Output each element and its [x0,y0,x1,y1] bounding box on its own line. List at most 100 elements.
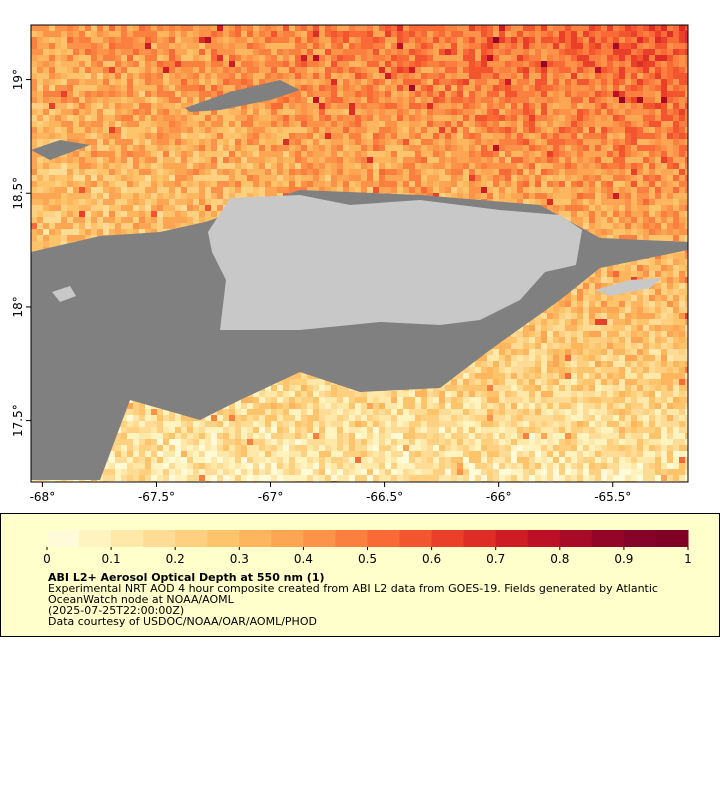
field-cell [655,205,661,211]
field-cell [463,25,469,31]
field-cell [445,55,451,61]
field-cell [103,151,109,157]
field-cell [169,205,175,211]
field-cell [265,79,271,85]
field-cell [547,175,553,181]
field-cell [235,79,241,85]
field-cell [151,73,157,79]
field-cell [595,283,601,289]
field-cell [193,31,199,37]
field-cell [175,199,181,205]
field-cell [85,25,91,31]
field-cell [451,109,457,115]
field-cell [571,175,577,181]
field-cell [565,169,571,175]
field-cell [469,115,475,121]
field-cell [619,271,625,277]
field-cell [535,91,541,97]
field-cell [97,163,103,169]
field-cell [619,235,625,241]
field-cell [493,127,499,133]
field-cell [211,121,217,127]
field-cell [331,121,337,127]
field-cell [463,79,469,85]
field-cell [679,79,685,85]
field-cell [67,187,73,193]
field-cell [607,49,613,55]
field-cell [661,151,667,157]
field-cell [127,97,133,103]
field-cell [55,229,61,235]
field-cell [181,223,187,229]
field-cell [361,103,367,109]
field-cell [559,61,565,67]
field-cell [127,211,133,217]
field-cell [685,169,688,175]
field-cell [631,265,637,271]
field-cell [157,121,163,127]
field-cell [151,79,157,85]
field-cell [487,109,493,115]
field-cell [649,55,655,61]
field-cell [373,55,379,61]
field-cell [505,181,511,187]
field-cell [439,97,445,103]
field-cell [151,61,157,67]
field-cell [673,139,679,145]
field-cell [679,127,685,133]
field-cell [313,85,319,91]
field-cell [601,181,607,187]
field-cell [67,229,73,235]
field-cell [61,31,67,37]
field-cell [523,193,529,199]
field-cell [451,139,457,145]
field-cell [283,163,289,169]
field-cell [649,109,655,115]
field-cell [271,109,277,115]
field-cell [499,157,505,163]
field-cell [427,61,433,67]
field-cell [493,133,499,139]
field-cell [253,151,259,157]
field-cell [475,67,481,73]
field-cell [355,127,361,133]
field-cell [103,139,109,145]
field-cell [643,127,649,133]
field-cell [205,73,211,79]
field-cell [499,25,505,31]
field-cell [37,25,43,31]
field-cell [175,133,181,139]
field-cell [547,145,553,151]
field-cell [547,199,553,205]
field-cell [475,25,481,31]
field-cell [589,109,595,115]
field-cell [97,37,103,43]
field-cell [253,61,259,67]
field-cell [169,55,175,61]
field-cell [163,91,169,97]
field-cell [67,181,73,187]
field-cell [517,97,523,103]
field-cell [415,73,421,79]
field-cell [607,229,613,235]
field-cell [49,43,55,49]
field-cell [649,199,655,205]
field-cell [631,67,637,73]
field-cell [55,133,61,139]
field-cell [673,151,679,157]
field-cell [577,169,583,175]
field-cell [43,61,49,67]
field-cell [361,67,367,73]
field-cell [289,187,295,193]
field-cell [187,103,193,109]
field-cell [607,25,613,31]
field-cell [187,55,193,61]
field-cell [559,121,565,127]
field-cell [277,97,283,103]
field-cell [613,25,619,31]
field-cell [505,139,511,145]
field-cell [661,229,667,235]
field-cell [655,49,661,55]
field-cell [91,205,97,211]
field-cell [31,223,37,229]
